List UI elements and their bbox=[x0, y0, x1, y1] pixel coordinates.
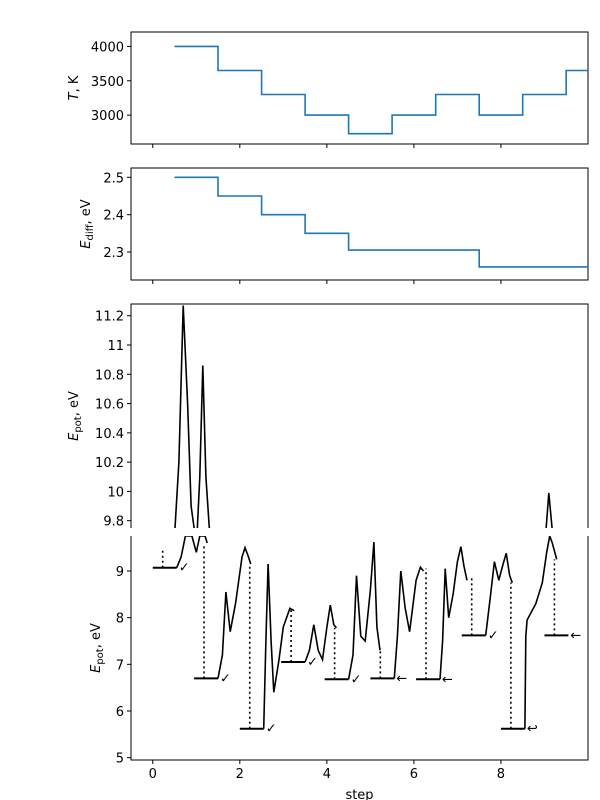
status-marker-accepted: ✓ bbox=[266, 722, 277, 737]
x-tick-label: 4 bbox=[323, 767, 331, 782]
status-marker-accepted: ✓ bbox=[488, 628, 499, 643]
energy-trajectory-segment bbox=[393, 565, 425, 679]
y-tick-label: 5 bbox=[116, 752, 124, 767]
x-tick-label: 6 bbox=[410, 767, 418, 782]
y-tick-label: 3500 bbox=[91, 75, 124, 90]
x-tick-label: 8 bbox=[497, 767, 505, 782]
energy-trajectory-segment bbox=[304, 604, 338, 663]
status-marker-rejected: ← bbox=[396, 671, 407, 686]
y-axis-label: Ediff, eV bbox=[79, 199, 96, 248]
status-marker-accepted: ✓ bbox=[307, 655, 318, 670]
status-marker-rejected: ← bbox=[570, 628, 581, 643]
y-tick-label: 11.2 bbox=[95, 310, 124, 325]
energy-trajectory-segment bbox=[262, 563, 295, 729]
y-axis-label: Epot, eV bbox=[67, 391, 84, 441]
energy-trajectory-segment bbox=[347, 542, 381, 680]
y-tick-label: 6 bbox=[116, 705, 124, 720]
step-series-ediff bbox=[174, 176, 588, 268]
status-marker-rejected: ↩ bbox=[527, 722, 538, 737]
y-tick-label: 10.4 bbox=[95, 427, 124, 442]
y-tick-label: 2.5 bbox=[103, 171, 124, 186]
x-axis-label: step bbox=[345, 788, 373, 800]
y-tick-label: 10.8 bbox=[95, 368, 124, 383]
step-series-temperature bbox=[174, 45, 588, 135]
y-tick-label: 4000 bbox=[91, 40, 124, 55]
status-marker-rejected: ← bbox=[442, 672, 453, 687]
x-tick-label: 0 bbox=[149, 767, 157, 782]
y-tick-label: 2.3 bbox=[103, 246, 124, 261]
status-marker-accepted: ✓ bbox=[179, 561, 190, 576]
panel-frame-epot-upper bbox=[130, 303, 589, 528]
status-marker-accepted: ✓ bbox=[351, 672, 362, 687]
y-tick-label: 10.6 bbox=[95, 398, 124, 413]
panel-frame-temperature bbox=[130, 31, 589, 145]
x-tick-label: 2 bbox=[236, 767, 244, 782]
energy-trajectory-segment bbox=[439, 546, 468, 680]
energy-trajectory-segment bbox=[524, 536, 558, 729]
y-tick-label: 9.8 bbox=[103, 515, 124, 530]
panel-frame-ediff bbox=[130, 167, 589, 281]
y-tick-label: 7 bbox=[116, 658, 124, 673]
y-tick-label: 8 bbox=[116, 612, 124, 627]
y-tick-label: 3000 bbox=[91, 109, 124, 124]
energy-trajectory-segment bbox=[484, 553, 514, 636]
y-tick-label: 2.4 bbox=[103, 209, 124, 224]
y-tick-label: 10.2 bbox=[95, 456, 124, 471]
panel-frame-epot-lower bbox=[130, 536, 589, 761]
energy-trajectory-segment bbox=[175, 536, 208, 569]
energy-trajectory-upper bbox=[174, 305, 553, 528]
y-axis-label: Epot, eV bbox=[89, 623, 106, 673]
y-tick-label: 10 bbox=[107, 485, 124, 500]
status-marker-accepted: ✓ bbox=[220, 671, 231, 686]
y-axis-label: T, K bbox=[67, 75, 82, 100]
energy-trajectory-segment bbox=[217, 545, 252, 679]
y-tick-label: 9 bbox=[116, 565, 124, 580]
y-tick-label: 11 bbox=[107, 339, 124, 354]
